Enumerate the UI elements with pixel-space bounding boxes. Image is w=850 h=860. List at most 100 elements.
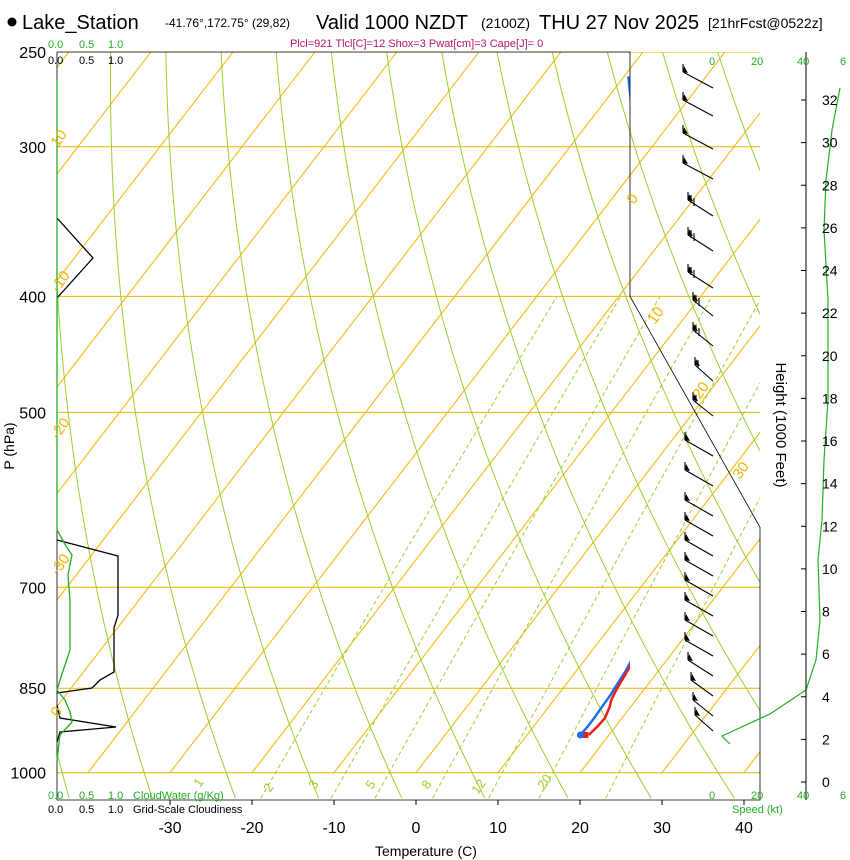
speed-bottom-2: 40 bbox=[797, 790, 809, 802]
dry-adiabat bbox=[441, 52, 735, 799]
wind-speed-profile bbox=[720, 87, 841, 745]
isotherm-line bbox=[661, 644, 760, 774]
x-axis-title: Temperature (C) bbox=[375, 843, 477, 859]
isotherm-label: -10 bbox=[47, 268, 73, 296]
valid-time: Valid 1000 NZDT bbox=[316, 12, 468, 34]
wind-barb-head bbox=[688, 654, 693, 661]
wind-barb bbox=[687, 271, 714, 289]
wind-barb-head bbox=[693, 324, 698, 331]
cloud-top-label2-2: 1.0 bbox=[108, 55, 123, 67]
wind-barb-head bbox=[693, 394, 698, 401]
mixing-ratio-label: 3 bbox=[305, 777, 321, 792]
wind-barb bbox=[687, 199, 714, 217]
cloudiness-label: Grid-Scale Cloudiness bbox=[133, 804, 243, 816]
cloud-bottom-green-1: 0.5 bbox=[79, 790, 94, 802]
cloudiness-profile-lower bbox=[56, 539, 119, 694]
y-axis-title: P (hPa) bbox=[1, 422, 17, 469]
dry-adiabat bbox=[661, 52, 760, 316]
dry-adiabat bbox=[496, 52, 760, 712]
dry-adiabat bbox=[551, 52, 760, 584]
wind-barb-head bbox=[685, 434, 690, 441]
speed-label: Speed (kt) bbox=[732, 804, 783, 816]
wind-barb-head bbox=[685, 494, 690, 501]
height-tick-label: 0 bbox=[822, 774, 830, 790]
isotherm-line bbox=[497, 431, 760, 774]
height-tick-label: 10 bbox=[822, 561, 838, 577]
mixing-ratio-line bbox=[538, 382, 760, 799]
isotherm-line bbox=[169, 52, 726, 774]
plot-frame bbox=[56, 51, 761, 801]
wind-barb bbox=[684, 559, 714, 577]
mixing-ratio-line bbox=[488, 299, 760, 799]
mixing-ratio-label: 1 bbox=[190, 775, 206, 790]
wind-barb-head bbox=[693, 694, 698, 701]
cloud-top-label2-0: 0.0 bbox=[48, 55, 63, 67]
cloud-top-label2-1: 0.5 bbox=[79, 55, 94, 67]
pressure-tick-label: 250 bbox=[19, 45, 46, 62]
pressure-tick-label: 850 bbox=[19, 681, 46, 698]
wind-barb bbox=[692, 699, 714, 717]
pressure-tick-label: 1000 bbox=[10, 766, 46, 783]
dry-adiabat bbox=[606, 52, 760, 452]
mixing-ratio-label: 8 bbox=[418, 777, 434, 792]
wind-barb-head bbox=[688, 229, 693, 236]
x-tick-label: -10 bbox=[322, 820, 345, 837]
wind-barb-head bbox=[691, 674, 696, 681]
sounding-lines bbox=[579, 76, 630, 736]
x-tick-label: 30 bbox=[653, 820, 671, 837]
height-tick-label: 32 bbox=[822, 92, 838, 108]
height-tick-label: 12 bbox=[822, 518, 838, 534]
wind-barb-head bbox=[683, 157, 688, 164]
dewpoint-line bbox=[579, 76, 630, 736]
valid-date: THU 27 Nov 2025 bbox=[539, 12, 699, 34]
dry-adiabat bbox=[57, 275, 153, 799]
forecast-info: [21hrFcst@0522z] bbox=[708, 15, 823, 31]
isotherm-line bbox=[57, 52, 480, 601]
cloud-top-label-0: 0.0 bbox=[48, 39, 63, 51]
speed-top-0: 0 bbox=[709, 56, 715, 68]
mixing-ratio-label: 12 bbox=[468, 776, 489, 796]
height-tick-label: 24 bbox=[822, 263, 838, 279]
wind-barb-head bbox=[683, 66, 688, 73]
cloud-top-label-2: 1.0 bbox=[108, 39, 123, 51]
wind-barb-head bbox=[683, 94, 688, 101]
isotherm-line bbox=[251, 112, 760, 774]
mixing-ratio-line bbox=[330, 296, 622, 799]
isotherm-line bbox=[57, 52, 234, 282]
station-coords: -41.76°,172.75° (29,82) bbox=[165, 16, 290, 30]
wind-barb bbox=[684, 579, 714, 597]
height-tick-label: 6 bbox=[822, 646, 830, 662]
cloudwater-profile bbox=[56, 80, 73, 761]
surface-dewpoint-marker bbox=[576, 731, 584, 739]
speed-bottom-0: 0 bbox=[709, 790, 715, 802]
mixing-ratio-label: 2 bbox=[260, 780, 276, 795]
isotherm-label: -30 bbox=[47, 551, 73, 579]
wind-barb bbox=[684, 519, 714, 537]
wind-barb bbox=[694, 714, 714, 732]
pressure-tick-label: 400 bbox=[19, 289, 46, 306]
isotherm-label: 30 bbox=[729, 459, 752, 482]
cloudiness-profile-upper bbox=[56, 217, 94, 299]
isotherm-label: 0 bbox=[623, 191, 642, 208]
pressure-tick-label: 300 bbox=[19, 140, 46, 157]
background-grid bbox=[57, 52, 850, 799]
surface-temp-marker bbox=[582, 731, 589, 738]
wind-barb-head bbox=[685, 634, 690, 641]
wind-barb bbox=[682, 99, 714, 117]
right-green-top: 6 bbox=[840, 56, 846, 68]
wind-barb-head bbox=[693, 294, 698, 301]
isotherm-line bbox=[87, 52, 644, 774]
wind-barb-head bbox=[685, 614, 690, 621]
mixing-ratio-line bbox=[432, 296, 713, 799]
cloud-bottom-black-0: 0.0 bbox=[48, 804, 63, 816]
mixing-ratio-label: 20 bbox=[534, 771, 555, 791]
isotherm-line bbox=[415, 325, 760, 774]
station-name: Lake_Station bbox=[22, 12, 139, 34]
wind-barb-head bbox=[685, 574, 690, 581]
x-tick-label: 10 bbox=[489, 820, 507, 837]
isotherm-line bbox=[826, 52, 850, 773]
x-tick-label: -30 bbox=[158, 820, 181, 837]
height-tick-label: 2 bbox=[822, 731, 830, 747]
wind-barb-head bbox=[688, 266, 693, 273]
